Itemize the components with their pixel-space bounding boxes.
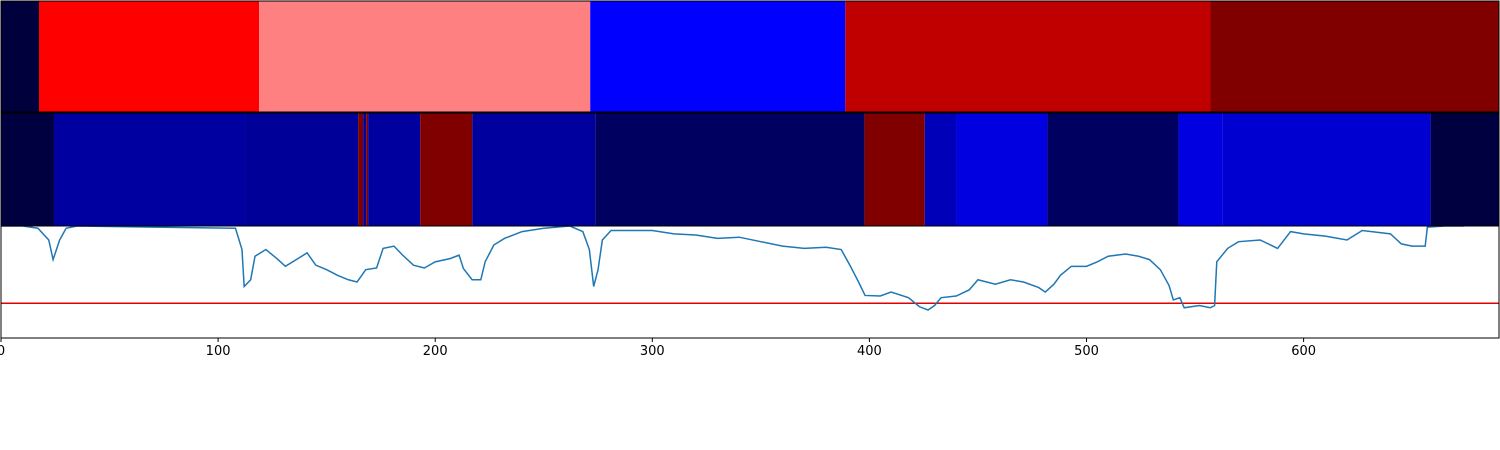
x-tick-label: 200	[423, 344, 448, 359]
segment	[924, 113, 957, 226]
segment	[1178, 113, 1223, 226]
segment	[368, 113, 421, 226]
x-tick-label: 500	[1074, 344, 1099, 359]
segment	[1430, 113, 1499, 226]
segment	[363, 113, 367, 226]
segment	[864, 113, 925, 226]
segment	[1, 113, 54, 226]
segment	[358, 113, 364, 226]
segment	[1, 1, 39, 112]
segment	[595, 113, 865, 226]
x-tick-label: 300	[640, 344, 665, 359]
segment	[420, 113, 473, 226]
segment	[259, 1, 591, 112]
panel-frame	[0, 0, 1500, 113]
segment	[245, 113, 359, 226]
segment	[1222, 113, 1431, 226]
segment	[38, 1, 260, 112]
confidence-line	[1, 226, 1465, 311]
x-tick-label: 100	[206, 344, 231, 359]
segment	[590, 1, 846, 112]
segment	[1210, 1, 1499, 112]
x-tick-label: 600	[1291, 344, 1316, 359]
x-tick-label: 0	[0, 344, 5, 359]
segment	[366, 113, 369, 226]
segment	[845, 1, 1211, 112]
panel-frame	[0, 225, 1500, 339]
x-tick-label: 400	[857, 344, 882, 359]
segment	[472, 113, 596, 226]
segment	[53, 113, 246, 226]
segment	[956, 113, 1048, 226]
segment	[1047, 113, 1179, 226]
